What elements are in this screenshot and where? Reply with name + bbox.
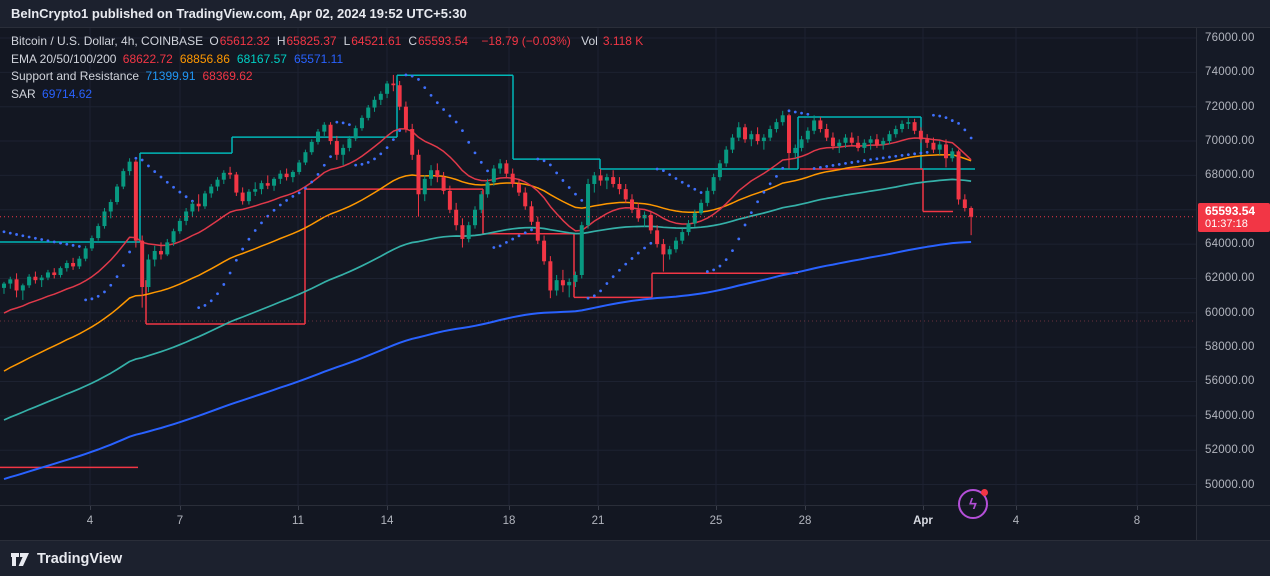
price-axis-label: 50000.00 [1205, 478, 1255, 491]
snapshot-title: BeInCrypto1 published on TradingView.com… [11, 6, 467, 21]
price-axis-label: 56000.00 [1205, 375, 1255, 388]
price-axis-label: 72000.00 [1205, 100, 1255, 113]
boost-lightning-icon[interactable]: ϟ [958, 489, 988, 519]
symbol-title: Bitcoin / U.S. Dollar, 4h, COINBASE [11, 34, 204, 48]
time-axis-tick [805, 506, 806, 510]
ema-label: EMA 20/50/100/200 [11, 51, 117, 66]
time-axis-tick [1137, 506, 1138, 510]
price-axis-label: 68000.00 [1205, 169, 1255, 182]
price-axis-label: 60000.00 [1205, 306, 1255, 319]
time-axis-label: 7 [176, 515, 184, 527]
sar-label: SAR [11, 86, 36, 101]
time-axis-tick [598, 506, 599, 510]
price-axis-label: 70000.00 [1205, 135, 1255, 148]
lightning-glyph: ϟ [969, 495, 977, 513]
time-axis-label: 4 [1012, 515, 1020, 527]
time-axis-corner [1196, 505, 1270, 541]
time-axis-tick [387, 506, 388, 510]
ohlc-value: 64521.61 [351, 34, 402, 48]
chart-pane[interactable]: Bitcoin / U.S. Dollar, 4h, COINBASE O656… [0, 28, 1196, 505]
ohlc-value: 65612.32 [219, 34, 270, 48]
change-value: −18.79 (−0.03%) [481, 34, 571, 48]
ema-value: 68167.57 [236, 51, 287, 66]
time-axis[interactable]: 4 7 11 14 18 21 25 28 Apr 4 8 [0, 505, 1196, 541]
time-axis-tick [923, 506, 924, 510]
ema-value: 65571.11 [293, 51, 344, 66]
time-axis-tick [509, 506, 510, 510]
legend-symbol-row[interactable]: Bitcoin / U.S. Dollar, 4h, COINBASE O656… [11, 33, 646, 51]
time-axis-label: 11 [292, 515, 304, 527]
price-axis-label: 54000.00 [1205, 409, 1255, 422]
price-axis-label: 64000.00 [1205, 238, 1255, 251]
legend-sar-row[interactable]: SAR 69714.62 [11, 86, 646, 104]
price-axis-label: 62000.00 [1205, 272, 1255, 285]
notification-dot [981, 489, 988, 496]
ohlc-letter: C [408, 34, 417, 48]
volume-value: 3.118 K [602, 34, 644, 48]
time-axis-label: 14 [380, 515, 394, 527]
ohlc-letter: O [209, 34, 219, 48]
time-axis-tick [180, 506, 181, 510]
price-axis[interactable]: 76000.00 74000.00 72000.00 70000.00 68000.00… [1196, 28, 1270, 505]
ohlc-value: 65593.54 [417, 34, 469, 48]
tradingview-logo-icon[interactable] [10, 551, 30, 568]
ema-value: 68856.86 [179, 51, 230, 66]
sar-value: 69714.62 [42, 86, 93, 101]
price-axis-label: 58000.00 [1205, 341, 1255, 354]
chart-canvas[interactable] [0, 28, 1196, 505]
ohlc-letter: H [276, 34, 286, 48]
time-axis-tick [298, 506, 299, 510]
footer-bar: TradingView [0, 540, 1270, 576]
indicator-legend: Bitcoin / U.S. Dollar, 4h, COINBASE O656… [11, 33, 646, 103]
bar-countdown: 01:37:18 [1205, 217, 1248, 230]
time-axis-label: 21 [591, 515, 605, 527]
last-price-tag: 65593.54 01:37:18 [1198, 202, 1270, 232]
ohlc-value: 65825.37 [286, 34, 337, 48]
ohlc-letter: L [343, 34, 351, 48]
volume-label: Vol [581, 34, 598, 48]
time-axis-label: 28 [798, 515, 812, 527]
last-price: 65593.54 [1205, 203, 1256, 218]
sr-label: Support and Resistance [11, 69, 140, 83]
snapshot-header: BeInCrypto1 published on TradingView.com… [0, 0, 1270, 28]
time-axis-label: Apr [913, 515, 933, 527]
sr-value: 68369.62 [202, 69, 253, 83]
time-axis-tick [90, 506, 91, 510]
legend-sr-row[interactable]: Support and Resistance 71399.91 68369.62 [11, 68, 646, 86]
sr-value: 71399.91 [145, 69, 196, 83]
time-axis-label: 8 [1133, 515, 1141, 527]
price-axis-label: 52000.00 [1205, 444, 1255, 457]
tradingview-wordmark[interactable]: TradingView [37, 551, 123, 567]
time-axis-tick [716, 506, 717, 510]
ema-value: 68622.72 [122, 51, 173, 66]
legend-ema-row[interactable]: EMA 20/50/100/200 68622.72 68856.86 68167.… [11, 51, 646, 69]
time-axis-label: 25 [709, 515, 723, 527]
time-axis-label: 18 [502, 515, 516, 527]
price-axis-label: 76000.00 [1205, 32, 1255, 44]
time-axis-label: 4 [86, 515, 94, 527]
time-axis-tick [1016, 506, 1017, 510]
price-axis-label: 74000.00 [1205, 66, 1255, 79]
